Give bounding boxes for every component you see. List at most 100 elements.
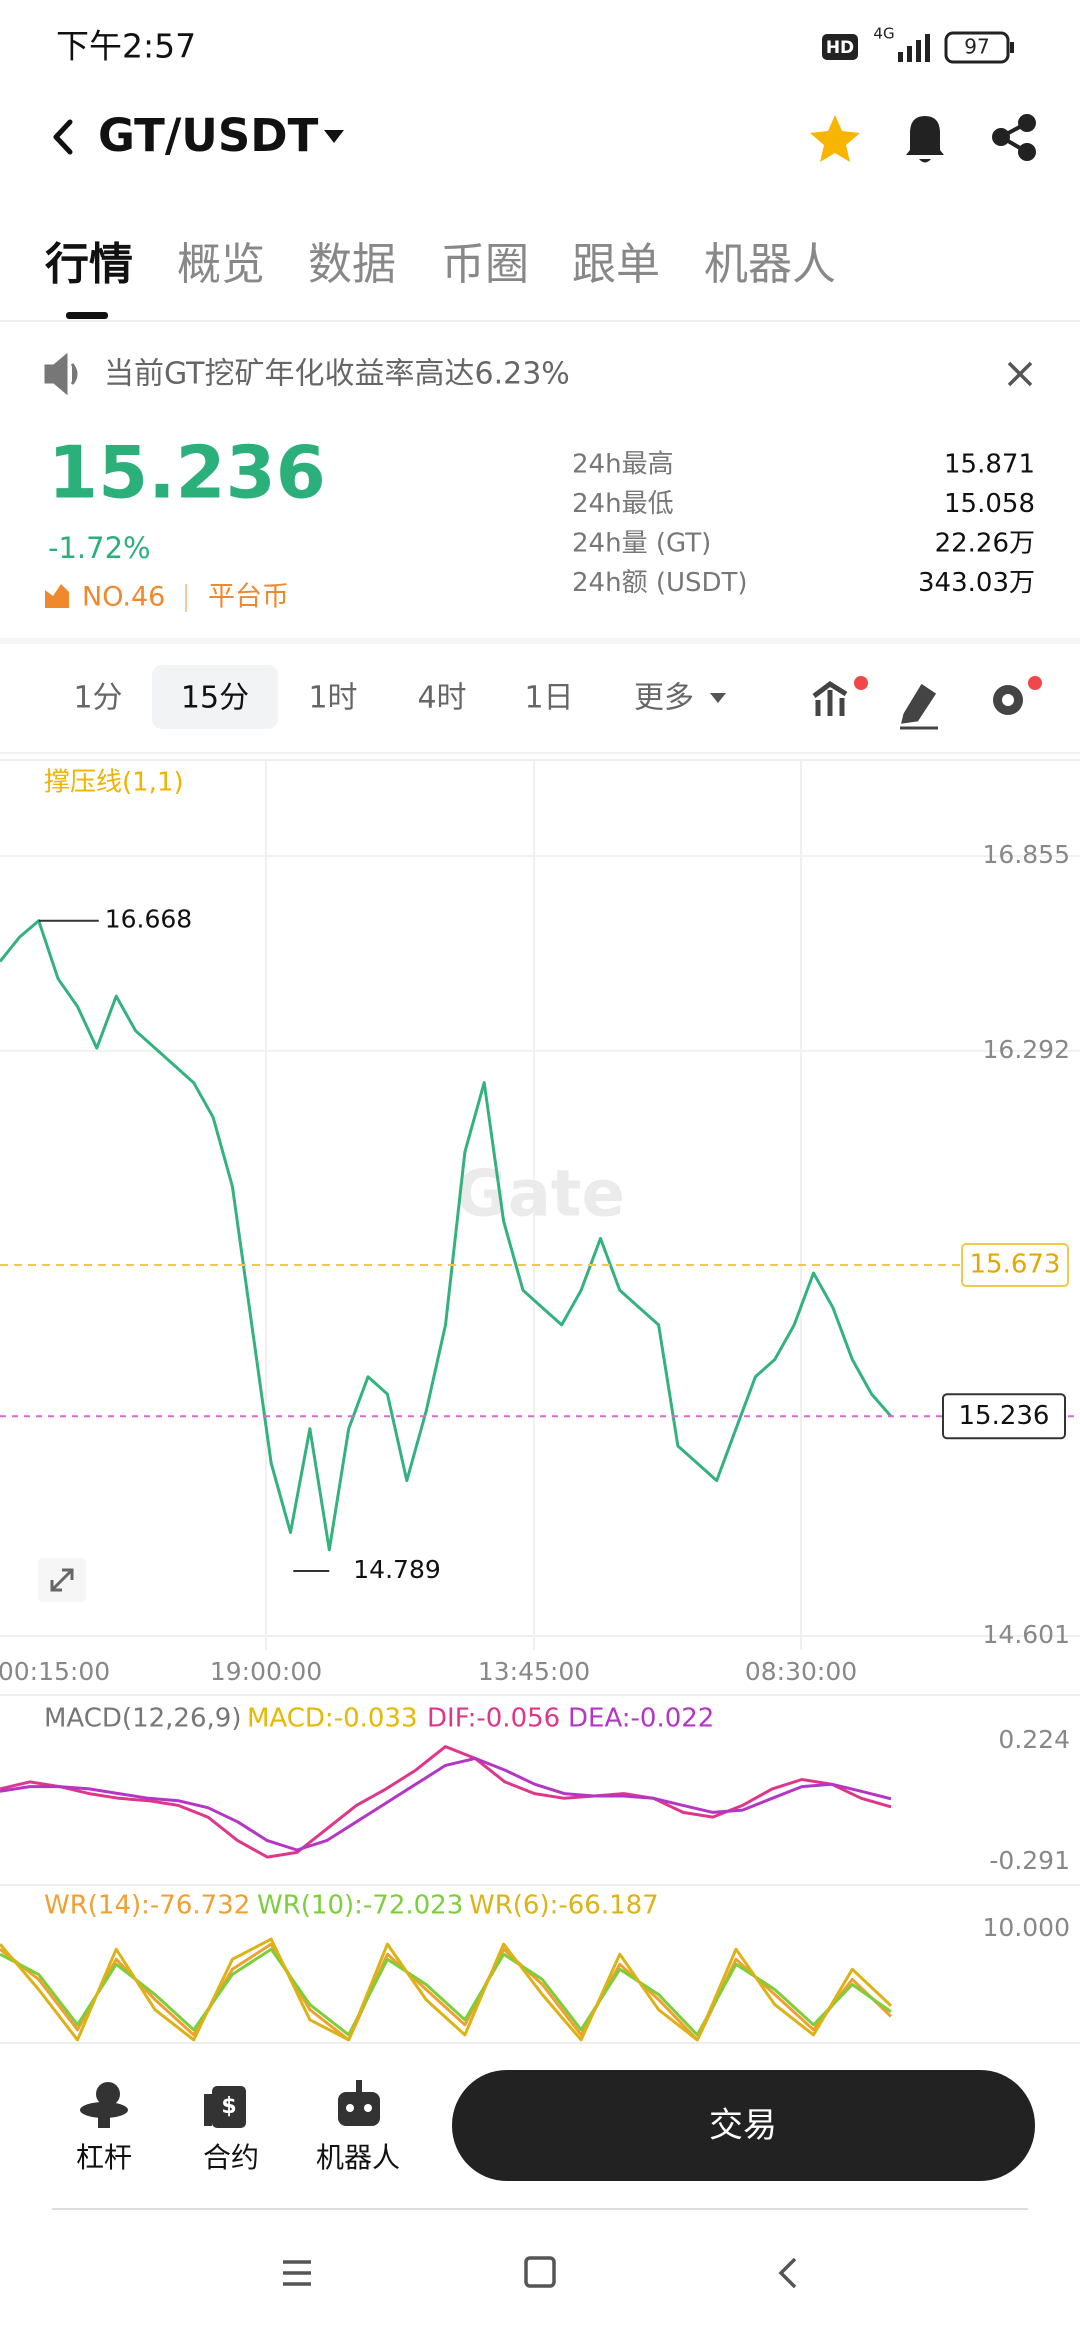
battery-tip (1010, 42, 1014, 53)
tab[interactable]: 跟单 (572, 239, 660, 290)
share-icon[interactable] (992, 114, 1036, 161)
tab-bar: 行情 概览 数据 币圈 跟单 机器人 (45, 239, 836, 290)
resistance-label-box (961, 1243, 1069, 1288)
nav-back[interactable] (778, 2257, 797, 2289)
expand-icon (50, 1568, 74, 1592)
series-line (0, 1745, 892, 1859)
tab-indicator (66, 312, 108, 319)
tab[interactable]: 机器人 (704, 239, 836, 290)
legend-entry: WR(6):-66.187 (469, 1891, 659, 1921)
battery-level: 97 (964, 35, 989, 59)
pair-dropdown[interactable] (324, 130, 344, 143)
y-tick-label: 14.601 (983, 1620, 1070, 1649)
stats: 24h最高 15.871 24h最低 15.058 24h量 (GT) 22.26万 24h… (572, 450, 1035, 599)
back-button[interactable] (53, 119, 73, 155)
bottom-item-label[interactable]: 杠杆 (76, 2141, 132, 2174)
contract-icon[interactable]: $ (204, 2086, 246, 2128)
more-caret[interactable] (710, 693, 726, 703)
draw-icon[interactable] (900, 683, 938, 730)
y-tick-label: 10.000 (983, 1913, 1070, 1942)
stat-value: 15.871 (944, 450, 1035, 480)
stat-value: 15.058 (944, 489, 1035, 519)
resistance-label: 15.673 (970, 1250, 1061, 1280)
legend-entry: WR(10):-72.023 (257, 1891, 463, 1921)
indicator-value: MACD:-0.033 (247, 1704, 418, 1734)
interval[interactable]: 1日 (524, 681, 573, 716)
interval[interactable]: 15分 (181, 681, 249, 716)
network-type: 4G (873, 25, 894, 43)
hd-badge (822, 34, 858, 60)
y-tick-label: 16.292 (983, 1035, 1070, 1064)
series-line (0, 1947, 892, 2037)
series-line (0, 1937, 893, 2042)
interval[interactable]: 1分 (73, 681, 122, 716)
bottom-item-label[interactable]: 合约 (203, 2141, 259, 2174)
battery-icon (944, 31, 1010, 64)
legend-entry: DEA:-0.022 (568, 1704, 714, 1734)
settings-icon-hole (1002, 694, 1014, 706)
legend-entry: DIF:-0.056 (427, 1704, 560, 1734)
category-tag[interactable]: 平台币 (208, 582, 289, 613)
hd-text: HD (826, 38, 854, 58)
signal-icon (898, 34, 930, 62)
nav-home[interactable] (524, 2256, 556, 2288)
indicator-title: MACD(12,26,9) (44, 1704, 241, 1734)
tab[interactable]: 行情 (45, 239, 133, 290)
x-tick-label: 13:45:00 (478, 1657, 590, 1686)
charts: 14.601 16.292 16.855 Gate 00:15:00 19:00:00 13… (0, 759, 1080, 2042)
svg-text:$: $ (221, 2094, 236, 2119)
favorite-star[interactable] (810, 115, 860, 162)
current-price-box (942, 1393, 1066, 1440)
badge-dot (854, 676, 868, 690)
bottom-item-label[interactable]: 机器人 (316, 2141, 400, 2174)
x-tick-label: 00:15:00 (0, 1657, 110, 1686)
rank-icon (45, 584, 69, 608)
leverage-icon[interactable] (80, 2082, 128, 2128)
trade-button[interactable] (452, 2070, 1035, 2181)
series-line (0, 1756, 892, 1852)
high-label: 16.668 (105, 905, 192, 934)
current-price-label: 15.236 (959, 1401, 1050, 1431)
tab[interactable]: 概览 (177, 239, 265, 290)
nav-menu[interactable] (283, 2260, 311, 2286)
x-tick-label: 08:30:00 (745, 1657, 857, 1686)
interval[interactable]: 更多 (634, 681, 694, 716)
alert-bell[interactable] (906, 116, 944, 163)
stat-label: 24h最高 (572, 450, 674, 480)
price-change: -1.72% (48, 531, 151, 565)
bot-icon[interactable] (338, 2080, 380, 2126)
stat-value: 343.03万 (918, 568, 1035, 598)
notice-icon (44, 352, 78, 396)
low-label: 14.789 (353, 1555, 440, 1584)
tab[interactable]: 数据 (308, 239, 396, 290)
notice-text[interactable]: 当前GT挖矿年化收益率高达6.23% (104, 357, 570, 392)
badge-dot (1028, 676, 1042, 690)
stat-label: 24h最低 (572, 489, 674, 519)
notice-close[interactable] (1007, 361, 1033, 387)
stat-value: 22.26万 (935, 529, 1035, 559)
last-price: 15.236 (48, 431, 326, 515)
section-divider (0, 638, 1080, 644)
rank: NO.46 (82, 582, 165, 613)
stat-label: 24h额 (USDT) (572, 568, 748, 598)
watermark: Gate (455, 1158, 625, 1232)
bottom-items: 杠杆 合约 机器人 (76, 2141, 400, 2174)
stat-label: 24h量 (GT) (572, 529, 711, 559)
y-tick-label: -0.291 (989, 1846, 1070, 1875)
tab[interactable]: 币圈 (441, 239, 529, 290)
indicator-title: 撑压线(1,1) (44, 768, 184, 798)
x-tick-label: 19:00:00 (210, 1657, 322, 1686)
trade-button-label[interactable]: 交易 (709, 2106, 777, 2146)
series-line (0, 1942, 893, 2042)
pair-title[interactable]: GT/USDT (98, 109, 319, 162)
indicator-icon[interactable] (812, 680, 848, 716)
series-line (0, 919, 893, 1552)
legend-entry: WR(14):-76.732 (44, 1891, 250, 1921)
status-time: 下午2:57 (56, 27, 196, 66)
y-tick-label: 0.224 (998, 1725, 1070, 1754)
interval[interactable]: 1时 (308, 681, 357, 716)
interval[interactable]: 4时 (417, 681, 466, 716)
